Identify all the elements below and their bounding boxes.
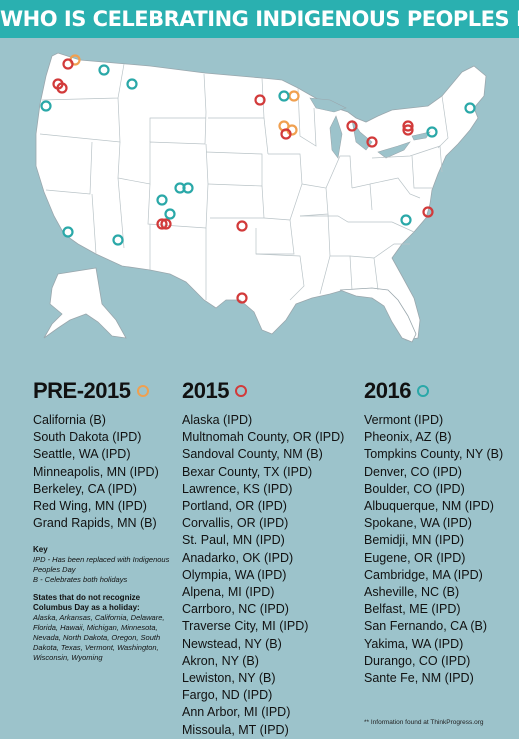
alaska-shape: [43, 267, 127, 339]
y2016-heading: 2016: [364, 378, 503, 404]
list-item: Yakima, WA (IPD): [364, 636, 464, 651]
marker-2016: [62, 226, 74, 238]
list-item: Fargo, ND (IPD): [182, 688, 273, 703]
list-item: Alpena, MI (IPD): [182, 585, 275, 600]
list-item: Belfast, ME (IPD): [364, 602, 461, 617]
us-mainland-shape: [35, 52, 487, 341]
source-note: ** Information found at ThinkProgress.or…: [364, 719, 484, 726]
y2016-column: 2016 Vermont (IPD) Pheonix, AZ (B) Tompk…: [364, 378, 503, 687]
list-item: Pheonix, AZ (B): [364, 430, 452, 445]
list-item: Grand Rapids, MN (B): [33, 516, 157, 531]
marker-2016: [464, 102, 476, 114]
y2016-markers: [40, 64, 476, 246]
marker-2015: [62, 58, 74, 70]
marker-2015: [402, 120, 414, 132]
states-title: States that do not recognize Columbus Da…: [33, 593, 141, 612]
list-item: Berkeley, CA (IPD): [33, 481, 137, 496]
y2015-list: Alaska (IPD) Multnomah County, OR (IPD) …: [182, 412, 344, 739]
y2015-markers: [52, 58, 434, 304]
y2015-heading: 2015: [182, 378, 344, 404]
list-item: Bexar County, TX (IPD): [182, 464, 313, 479]
list-item: Ann Arbor, MI (IPD): [182, 705, 291, 720]
list-item: Alaska (IPD): [182, 413, 253, 427]
marker-2015: [346, 120, 358, 132]
list-item: Anadarko, OK (IPD): [182, 550, 294, 565]
list-item: Cambridge, MA (IPD): [364, 567, 483, 582]
list-item: Lewiston, NY (B): [182, 671, 276, 686]
list-item: Red Wing, MN (IPD): [33, 499, 147, 514]
marker-2015: [236, 220, 248, 232]
marker-2015: [160, 218, 172, 230]
list-item: Multnomah County, OR (IPD): [182, 430, 345, 445]
marker-2016: [126, 78, 138, 90]
y2016-heading-text: 2016: [364, 378, 411, 403]
y2016-list: Vermont (IPD) Pheonix, AZ (B) Tompkins C…: [364, 412, 503, 687]
page-title: WHO IS CELEBRATING INDIGENOUS PEOPLES DA…: [0, 0, 519, 38]
key-b: B - Celebrates both holidays: [33, 575, 128, 584]
marker-2016: [426, 126, 438, 138]
list-item: Albuquerque, NM (IPD): [364, 499, 494, 514]
list-item: Spokane, WA (IPD): [364, 516, 472, 531]
list-item: Sante Fe, NM (IPD): [364, 671, 474, 686]
list-item: South Dakota (IPD): [33, 430, 142, 445]
pre2015-heading: PRE-2015: [33, 378, 159, 404]
marker-2015: [56, 82, 68, 94]
key-legend: Key IPD - Has been replaced with Indigen…: [33, 545, 173, 671]
states-list: Alaska, Arkansas, California, Delaware, …: [33, 613, 165, 662]
list-item: St. Paul, MN (IPD): [182, 533, 285, 548]
florida-shape: [339, 287, 417, 343]
y2015-heading-text: 2015: [182, 378, 229, 403]
list-item: San Fernando, CA (B): [364, 619, 487, 634]
pre2015-column: PRE-2015 California (B) South Dakota (IP…: [33, 378, 159, 532]
list-item: Lawrence, KS (IPD): [182, 481, 293, 496]
marker-2015: [366, 136, 378, 148]
marker-2016: [98, 64, 110, 76]
marker-2015: [422, 206, 434, 218]
list-item: Tompkins County, NY (B): [364, 447, 504, 462]
list-item: Durango, CO (IPD): [364, 653, 471, 668]
key-ipd: IPD - Has been replaced with Indigenous …: [33, 555, 170, 574]
us-map: [35, 52, 487, 343]
y2015-column: 2015 Alaska (IPD) Multnomah County, OR (…: [182, 378, 344, 739]
list-item: Newstead, NY (B): [182, 636, 282, 651]
list-item: Minneapolis, MN (IPD): [33, 464, 159, 479]
list-item: Boulder, CO (IPD): [364, 481, 465, 496]
marker-2016: [164, 208, 176, 220]
list-item: Olympia, WA (IPD): [182, 567, 287, 582]
list-item: Bemidji, MN (IPD): [364, 533, 465, 548]
list-item: Seattle, WA (IPD): [33, 447, 131, 462]
list-item: Akron, NY (B): [182, 653, 259, 668]
list-item: Eugene, OR (IPD): [364, 550, 466, 565]
list-item: California (B): [33, 413, 106, 427]
marker-2016: [40, 100, 52, 112]
list-item: Missoula, MT (IPD): [182, 722, 289, 737]
list-item: Corvallis, OR (IPD): [182, 516, 289, 531]
marker-2016: [156, 194, 168, 206]
marker-2016: [182, 182, 194, 194]
marker-2016: [112, 234, 124, 246]
pre2015-heading-text: PRE-2015: [33, 378, 131, 403]
marker-2015: [402, 124, 414, 136]
red-ring-icon: [234, 385, 247, 397]
key-title: Key: [33, 545, 48, 554]
marker-2016: [278, 90, 290, 102]
list-item: Sandoval County, NM (B): [182, 447, 323, 462]
marker-2016: [400, 214, 412, 226]
marker-2015: [254, 94, 266, 106]
marker-2015: [280, 128, 292, 140]
teal-ring-icon: [416, 385, 429, 397]
state-borders: [39, 63, 449, 301]
list-item: Denver, CO (IPD): [364, 464, 462, 479]
marker-2015: [236, 292, 248, 304]
list-item: Traverse City, MI (IPD): [182, 619, 309, 634]
marker-2015: [156, 218, 168, 230]
list-item: Carrboro, NC (IPD): [182, 602, 289, 617]
list-item: Portland, OR (IPD): [182, 499, 287, 514]
pre2015-list: California (B) South Dakota (IPD) Seattl…: [33, 412, 159, 532]
list-item: Vermont (IPD): [364, 413, 444, 427]
orange-ring-icon: [136, 385, 149, 397]
list-item: Asheville, NC (B): [364, 585, 460, 600]
